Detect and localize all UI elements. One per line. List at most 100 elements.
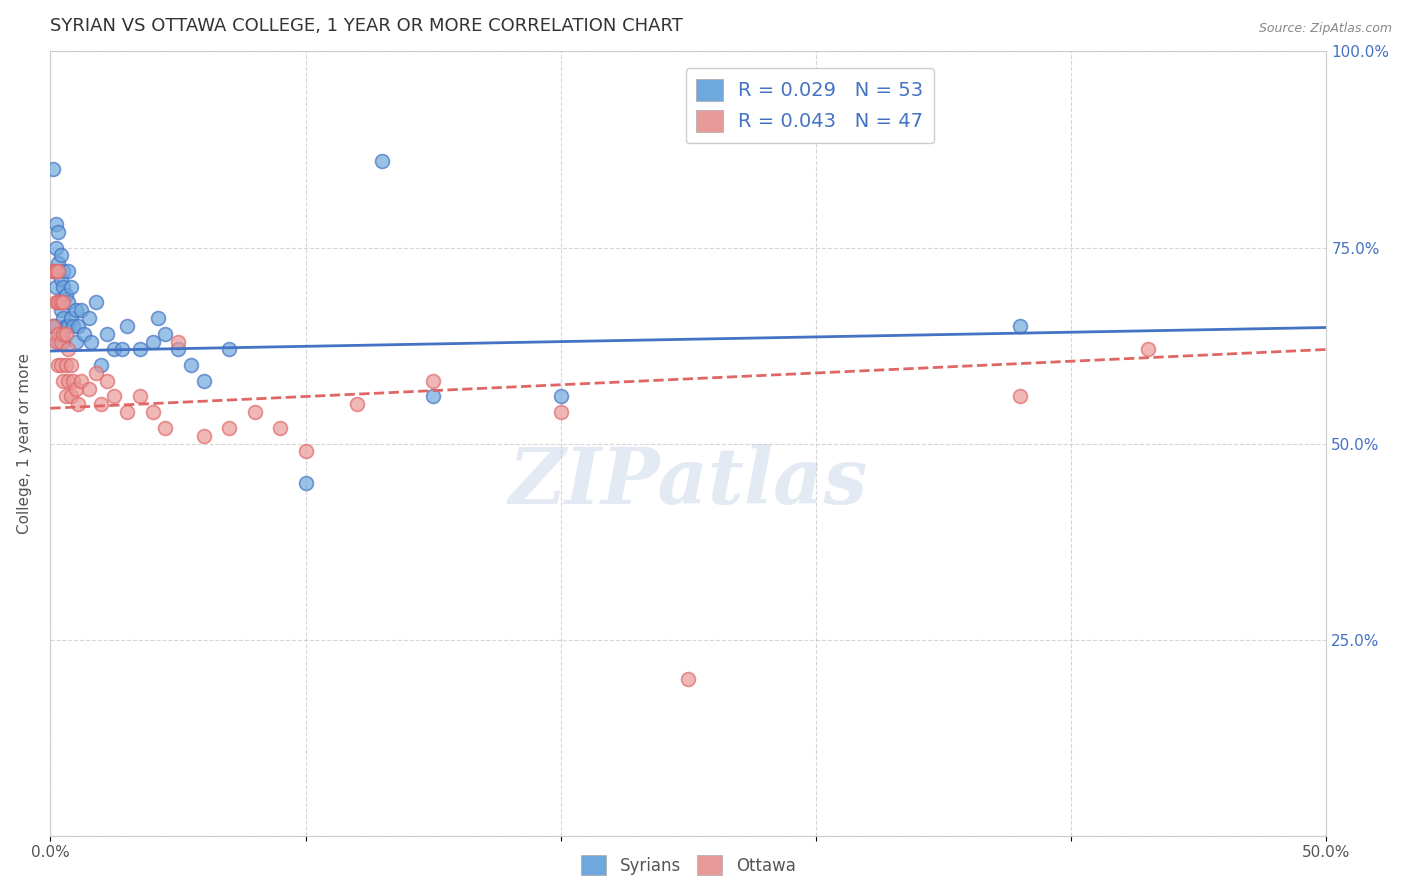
Point [103, 343, 125, 357]
Point [46, 358, 69, 372]
Point [77, 382, 100, 396]
Point [67, 318, 90, 333]
Point [46, 326, 69, 341]
Point [1010, 390, 1032, 404]
Point [1010, 318, 1032, 333]
Point [128, 343, 150, 357]
Point [62, 374, 84, 388]
Legend: Syrians, Ottawa: Syrians, Ottawa [575, 848, 803, 882]
Point [115, 318, 138, 333]
Point [49, 358, 72, 372]
Point [49, 295, 72, 310]
Point [55, 326, 77, 341]
Text: SYRIAN VS OTTAWA COLLEGE, 1 YEAR OR MORE CORRELATION CHART: SYRIAN VS OTTAWA COLLEGE, 1 YEAR OR MORE… [51, 17, 683, 35]
Point [96, 374, 118, 388]
Point [55, 358, 77, 372]
Point [46, 295, 69, 310]
Point [58, 374, 80, 388]
Point [55, 318, 77, 333]
Point [44, 295, 66, 310]
Point [550, 390, 572, 404]
Point [42, 318, 65, 333]
Point [550, 405, 572, 419]
Point [42, 162, 65, 177]
Point [218, 421, 240, 435]
Point [46, 264, 69, 278]
Point [49, 326, 72, 341]
Point [58, 295, 80, 310]
Point [55, 287, 77, 301]
Text: ZIPatlas: ZIPatlas [509, 444, 868, 521]
Point [58, 264, 80, 278]
Point [180, 358, 202, 372]
Point [72, 326, 94, 341]
Point [86, 295, 108, 310]
Point [346, 397, 368, 411]
Point [49, 303, 72, 318]
Point [65, 334, 87, 349]
Point [218, 343, 240, 357]
Point [44, 334, 66, 349]
Point [111, 343, 134, 357]
Point [52, 264, 75, 278]
Point [52, 374, 75, 388]
Point [46, 225, 69, 239]
Point [167, 334, 190, 349]
Point [155, 421, 177, 435]
Point [115, 405, 138, 419]
Point [59, 390, 82, 404]
Point [46, 295, 69, 310]
Point [141, 334, 163, 349]
Point [422, 374, 444, 388]
Point [70, 303, 93, 318]
Point [77, 311, 100, 326]
Point [49, 248, 72, 262]
Point [96, 326, 118, 341]
Point [371, 154, 394, 169]
Point [167, 343, 190, 357]
Point [65, 303, 87, 318]
Point [46, 256, 69, 270]
Point [52, 326, 75, 341]
Point [42, 264, 65, 278]
Point [65, 382, 87, 396]
Point [294, 444, 316, 458]
Point [44, 217, 66, 231]
Point [141, 405, 163, 419]
Point [58, 343, 80, 357]
Point [86, 366, 108, 380]
Point [269, 421, 291, 435]
Point [55, 390, 77, 404]
Point [62, 318, 84, 333]
Point [49, 272, 72, 286]
Point [49, 334, 72, 349]
Point [243, 405, 266, 419]
Point [70, 374, 93, 388]
Point [294, 475, 316, 490]
Y-axis label: College, 1 year or more: College, 1 year or more [17, 353, 32, 534]
Text: Source: ZipAtlas.com: Source: ZipAtlas.com [1258, 22, 1392, 36]
Point [59, 311, 82, 326]
Point [59, 279, 82, 293]
Point [80, 334, 103, 349]
Point [422, 390, 444, 404]
Point [155, 326, 177, 341]
Point [44, 318, 66, 333]
Point [1136, 343, 1159, 357]
Point [103, 390, 125, 404]
Point [52, 295, 75, 310]
Point [193, 428, 215, 442]
Point [128, 390, 150, 404]
Point [146, 311, 169, 326]
Point [46, 334, 69, 349]
Point [67, 397, 90, 411]
Point [52, 334, 75, 349]
Point [52, 279, 75, 293]
Point [52, 311, 75, 326]
Point [42, 264, 65, 278]
Point [42, 318, 65, 333]
Point [58, 318, 80, 333]
Point [678, 672, 700, 686]
Point [59, 358, 82, 372]
Point [193, 374, 215, 388]
